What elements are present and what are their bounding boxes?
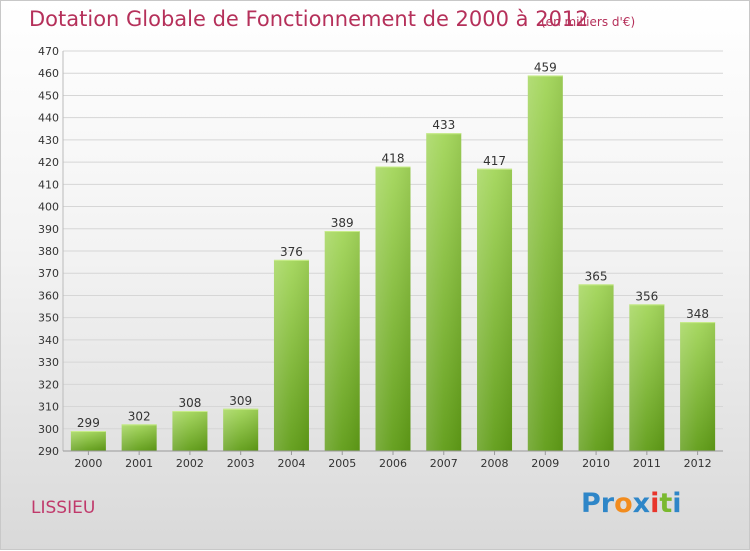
- bar-2002: [172, 411, 208, 451]
- x-tick-label: 2001: [125, 457, 153, 470]
- y-tick-label: 350: [38, 312, 59, 325]
- bar-2007: [426, 133, 462, 451]
- bar-2000: [70, 431, 106, 451]
- bar-2004: [273, 259, 309, 451]
- y-tick-label: 380: [38, 245, 59, 258]
- y-tick-label: 400: [38, 201, 59, 214]
- chart-subtitle: (en milliers d'€): [541, 15, 636, 29]
- y-tick-label: 310: [38, 401, 59, 414]
- y-tick-label: 300: [38, 423, 59, 436]
- x-tick-labels: 2000 2001 2002 2003 2004 2005 2006 2007 2008 2009…: [63, 450, 723, 470]
- bar-value-label: 356: [635, 289, 658, 303]
- commune-name: LISSIEU: [31, 498, 96, 518]
- bar-shine: [680, 322, 716, 451]
- bar-2001: [121, 424, 157, 451]
- x-tick-label: 2000: [74, 457, 102, 470]
- bar-shine: [527, 75, 563, 451]
- y-tick-label: 450: [38, 89, 59, 102]
- bar-shine: [426, 133, 462, 451]
- bar-value-label: 365: [585, 269, 608, 283]
- bar-2005: [324, 231, 360, 451]
- bar-value-label: 376: [280, 245, 303, 259]
- bar-value-label: 348: [686, 307, 709, 321]
- x-tick-label: 2009: [531, 457, 559, 470]
- y-tick-label: 320: [38, 378, 59, 391]
- x-tick-label: 2010: [582, 457, 610, 470]
- x-tick-label: 2008: [481, 457, 509, 470]
- bar-value-label: 417: [483, 154, 506, 168]
- y-tick-label: 370: [38, 267, 59, 280]
- bar-shine: [70, 431, 106, 451]
- bar-2008: [477, 168, 513, 451]
- bar-shine: [273, 259, 309, 451]
- bars: [70, 75, 716, 452]
- x-tick-label: 2007: [430, 457, 458, 470]
- y-tick-label: 410: [38, 178, 59, 191]
- bar-value-label: 308: [178, 396, 201, 410]
- bar-2009: [527, 75, 563, 451]
- bar-2011: [629, 304, 665, 451]
- bar-shine: [172, 411, 208, 451]
- bar-shine: [324, 231, 360, 451]
- chart-title: Dotation Globale de Fonctionnement de 20…: [29, 7, 589, 31]
- bar-value-label: 389: [331, 216, 354, 230]
- bar-value-labels: 299 302 308 309 376 389 418 433 417 459 365 356 348: [77, 60, 709, 430]
- bar-value-label: 299: [77, 416, 100, 430]
- y-tick-label: 420: [38, 156, 59, 169]
- x-tick-label: 2002: [176, 457, 204, 470]
- y-tick-label: 290: [38, 445, 59, 458]
- x-tick-label: 2005: [328, 457, 356, 470]
- y-tick-label: 460: [38, 67, 59, 80]
- y-tick-label: 360: [38, 289, 59, 302]
- bar-value-label: 302: [128, 409, 151, 423]
- y-tick-label: 440: [38, 112, 59, 125]
- bar-shine: [477, 168, 513, 451]
- bar-shine: [629, 304, 665, 451]
- y-tick-label: 330: [38, 356, 59, 369]
- y-tick-label: 430: [38, 134, 59, 147]
- bar-value-label: 309: [229, 394, 252, 408]
- y-tick-label: 340: [38, 334, 59, 347]
- bar-shine: [375, 166, 411, 452]
- proxiti-logo: Proxiti: [581, 488, 682, 519]
- x-tick-label: 2011: [633, 457, 661, 470]
- bar-2012: [680, 322, 716, 451]
- x-tick-label: 2006: [379, 457, 407, 470]
- bar-value-label: 459: [534, 60, 557, 74]
- y-tick-label: 390: [38, 223, 59, 236]
- bar-shine: [121, 424, 157, 451]
- bar-2006: [375, 166, 411, 452]
- x-tick-label: 2012: [684, 457, 712, 470]
- x-tick-label: 2004: [277, 457, 305, 470]
- y-tick-labels: 290 300 310 320 330 340 350 360 370 380 390 400 410 4…: [38, 45, 59, 458]
- bar-shine: [223, 408, 259, 451]
- y-tick-label: 470: [38, 45, 59, 58]
- bar-shine: [578, 284, 614, 451]
- bar-value-label: 418: [382, 152, 405, 166]
- bar-2010: [578, 284, 614, 451]
- x-tick-label: 2003: [227, 457, 255, 470]
- bar-2003: [223, 408, 259, 451]
- bar-value-label: 433: [432, 118, 455, 132]
